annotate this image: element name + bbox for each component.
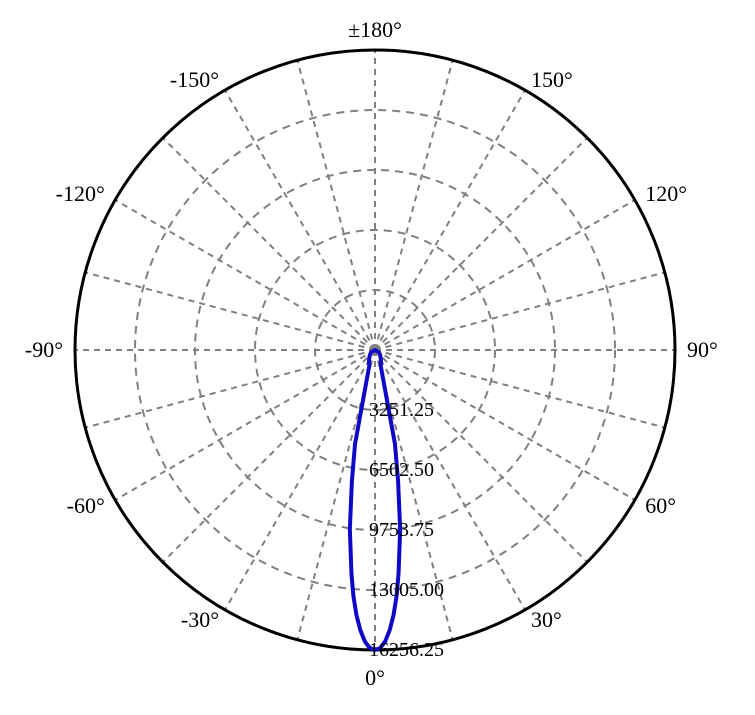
polar-chart: 3251.25 6502.50 9753.75 13005.00 16256.25 0° 3…	[0, 0, 755, 715]
ring-label: 6502.50	[369, 459, 434, 481]
angle-label: 90°	[687, 337, 718, 362]
grid-spoke	[85, 272, 375, 350]
grid-spoke	[375, 138, 587, 350]
grid-spoke	[115, 350, 375, 500]
grid-spoke	[375, 90, 525, 350]
ring-label: 13005.00	[369, 579, 444, 601]
grid-spoke	[85, 350, 375, 428]
angle-label: ±180°	[348, 17, 402, 42]
angle-label: -120°	[56, 181, 105, 206]
angle-label: 150°	[531, 67, 573, 92]
grid-spoke	[375, 200, 635, 350]
grid-spoke	[163, 138, 375, 350]
angle-label: 0°	[365, 665, 385, 690]
angle-label: 30°	[531, 607, 562, 632]
angle-label: -90°	[25, 337, 63, 362]
polar-chart-svg: 3251.25 6502.50 9753.75 13005.00 16256.25 0° 3…	[0, 0, 755, 715]
angle-label: -60°	[67, 493, 105, 518]
angle-label: 60°	[645, 493, 676, 518]
grid-spoke	[163, 350, 375, 562]
angle-label: -30°	[181, 607, 219, 632]
grid-spoke	[375, 60, 453, 350]
ring-label: 9753.75	[369, 519, 434, 541]
grid-spoke	[225, 90, 375, 350]
grid-spoke	[375, 272, 665, 350]
angle-label: -150°	[170, 67, 219, 92]
ring-label: 16256.25	[369, 639, 444, 661]
grid-spoke	[115, 200, 375, 350]
ring-label: 3251.25	[369, 399, 434, 421]
grid-spoke	[297, 60, 375, 350]
angle-label: 120°	[645, 181, 687, 206]
